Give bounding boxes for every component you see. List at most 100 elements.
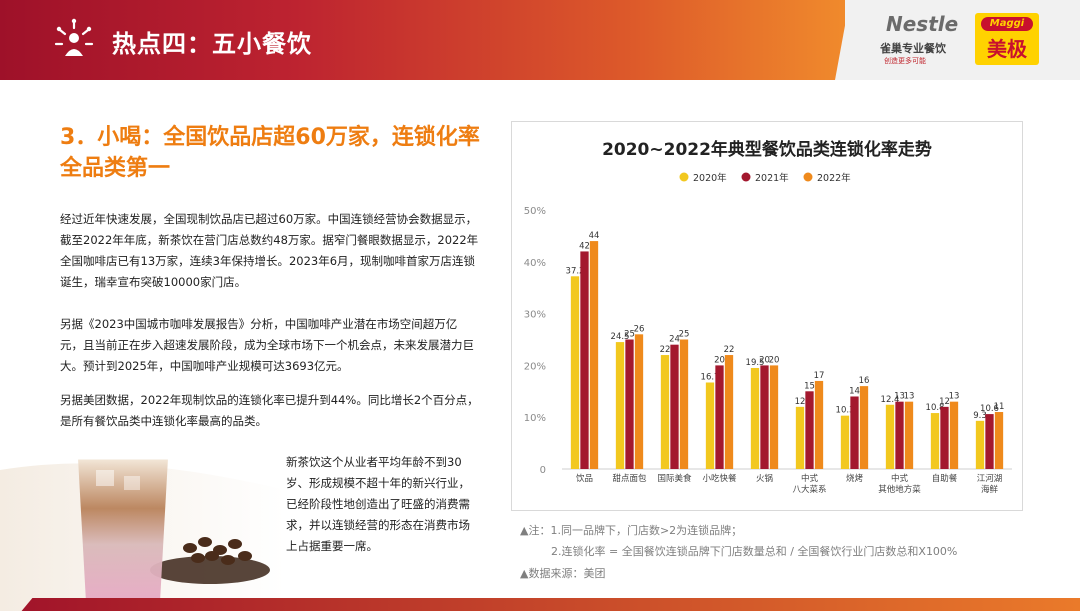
x-tick-label-3: 国际美食: [657, 473, 692, 484]
data-label-3-8: 13: [904, 392, 915, 402]
data-label-1-8: 12.4: [881, 395, 900, 405]
bar-3-8: [904, 401, 914, 469]
data-label-1-3: 22: [660, 345, 671, 355]
legend-label-3: 2022年: [817, 172, 851, 184]
data-label-1-6: 12: [795, 397, 806, 407]
iced-coffee-photo: [0, 456, 285, 611]
data-label-1-2: 24.5: [611, 332, 630, 342]
nestle-logo: Nestle 雀巢专业餐饮 创造更多可能: [872, 12, 964, 70]
header-band: [0, 0, 845, 80]
y-tick-label: 0: [540, 465, 546, 476]
data-label-2-10: 10.6: [980, 404, 999, 414]
bar-3-1: [589, 241, 599, 469]
data-label-2-1: 42: [579, 241, 590, 251]
data-label-3-1: 44: [589, 231, 600, 241]
note-1: ▲注：1.同一品牌下，门店数>2为连锁品牌；: [520, 524, 743, 537]
bar-1-1: [570, 276, 580, 469]
bar-2-6: [805, 391, 814, 469]
bar-3-10: [994, 412, 1004, 469]
maggi-wordmark: Maggi: [981, 17, 1033, 31]
chart-panel: 2020~2022年典型餐饮品类连锁化率走势 2020年 2021年 2022年 0 10…: [511, 121, 1023, 511]
data-source: ▲数据来源：美团: [520, 567, 606, 580]
maggi-logo: Maggi 美极: [975, 13, 1039, 65]
note-2: 2.连锁化率 = 全国餐饮连锁品牌下门店数量总和 / 全国餐饮行业门店数总和X1…: [551, 545, 958, 558]
x-tick-label-10-1: 江河湖: [977, 473, 1003, 484]
bar-2-3: [670, 344, 679, 469]
bar-3-3: [679, 339, 689, 469]
bar-3-2: [634, 334, 644, 469]
maggi-chinese-name: 美极: [987, 37, 1027, 61]
data-label-2-5: 20: [759, 355, 770, 365]
x-tick-label-4: 小吃快餐: [702, 473, 737, 484]
x-tick-label-6-1: 中式: [801, 473, 819, 484]
data-label-3-3: 25: [679, 330, 690, 340]
nestle-chinese-name: 雀巢专业餐饮: [880, 42, 946, 55]
bar-3-4: [724, 355, 734, 469]
paragraph-3: 另据美团数据，2022年现制饮品的连锁化率已提升到44%。同比增长2个百分点，是…: [60, 393, 479, 428]
x-tick-label-9: 自助餐: [932, 473, 958, 484]
data-label-2-6: 15: [804, 381, 815, 391]
side-paragraph: 新茶饮这个从业者平均年龄不到30岁、形成规模不超十年的新兴行业，已经阶段性地创造…: [286, 455, 470, 553]
logo-panel: [835, 0, 1080, 80]
data-label-1-7: 10.3: [836, 406, 855, 416]
data-label-1-1: 37.2: [566, 266, 585, 276]
data-label-3-9: 13: [949, 392, 960, 402]
bar-1-3: [660, 355, 670, 469]
data-label-2-3: 24: [669, 335, 680, 345]
x-tick-label-10-2: 海鲜: [981, 484, 999, 495]
chart-title: 2020~2022年典型餐饮品类连锁化率走势: [602, 139, 932, 160]
bar-1-10: [975, 420, 985, 469]
bar-3-6: [814, 380, 824, 469]
data-label-3-7: 16: [859, 376, 870, 386]
legend-marker-2: [741, 172, 751, 182]
x-tick-label-2: 甜点面包: [612, 473, 647, 484]
y-tick-label: 20%: [524, 361, 546, 372]
bar-2-7: [850, 396, 859, 469]
y-tick-label: 40%: [524, 258, 546, 269]
bar-2-2: [625, 339, 634, 469]
bar-3-5: [769, 365, 779, 469]
y-tick-label: 30%: [524, 310, 546, 321]
y-tick-label: 50%: [524, 206, 546, 217]
bar-2-4: [715, 365, 724, 469]
data-label-2-7: 14: [849, 386, 860, 396]
bar-3-7: [859, 386, 869, 469]
data-label-3-10: 11: [994, 402, 1005, 412]
bar-3-9: [949, 401, 959, 469]
bar-2-10: [985, 414, 994, 469]
data-label-3-6: 17: [814, 371, 825, 381]
data-label-2-8: 13: [894, 392, 905, 402]
bar-2-1: [580, 251, 589, 469]
bar-1-8: [885, 404, 895, 469]
data-label-1-9: 10.8: [926, 403, 945, 413]
x-tick-label-7: 烧烤: [846, 473, 864, 484]
data-label-1-10: 9.3: [973, 411, 987, 421]
data-label-2-4: 20: [714, 355, 725, 365]
nestle-wordmark: Nestle: [886, 12, 959, 36]
data-label-1-5: 19.5: [746, 358, 765, 368]
y-tick-label: 10%: [524, 413, 546, 424]
bar-1-7: [840, 415, 850, 469]
data-label-2-2: 25: [624, 330, 635, 340]
data-label-3-2: 26: [634, 324, 645, 334]
bar-1-6: [795, 406, 805, 469]
paragraph-1: 经过近年快速发展，全国现制饮品店已超过60万家。中国连锁经营协会数据显示，截至2…: [60, 212, 479, 289]
nestle-tagline: 创造更多可能: [884, 57, 926, 65]
footer-bar: [21, 598, 1080, 611]
paragraph-2: 另据《2023中国城市咖啡发展报告》分析，中国咖啡产业潜在市场空间超万亿元，且当…: [60, 317, 474, 373]
section-heading: 3．小喝：全国饮品店超60万家，连锁化率全品类第一: [60, 125, 480, 181]
bar-1-9: [930, 413, 940, 469]
data-label-1-4: 16.7: [701, 372, 720, 382]
legend-marker-1: [679, 172, 689, 182]
legend-label-2: 2021年: [755, 172, 789, 184]
people-network-icon: [54, 18, 94, 56]
page-title: 热点四：五小餐饮: [112, 30, 312, 58]
x-tick-label-5: 火锅: [756, 473, 773, 484]
x-tick-label-8-2: 其他地方菜: [878, 484, 921, 495]
legend-marker-3: [803, 172, 813, 182]
bar-2-8: [895, 401, 904, 469]
x-tick-label-6-2: 八大菜系: [792, 484, 826, 495]
legend-label-1: 2020年: [693, 172, 727, 184]
data-label-2-9: 12: [939, 397, 950, 407]
x-tick-label-8-1: 中式: [891, 473, 909, 484]
